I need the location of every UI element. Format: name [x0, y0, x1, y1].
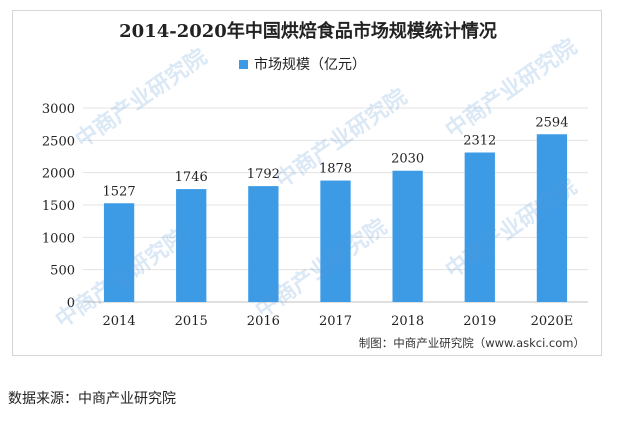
data-label: 2312 — [463, 133, 496, 148]
legend: 市场规模（亿元） — [239, 54, 366, 74]
data-source-note: 数据来源：中商产业研究院 — [8, 391, 176, 407]
y-tick-label: 1500 — [42, 199, 75, 214]
data-label: 1746 — [175, 170, 208, 185]
bar — [464, 152, 495, 302]
data-label: 1527 — [103, 184, 136, 199]
x-tick-label: 2015 — [175, 314, 208, 329]
bar — [248, 186, 279, 302]
bar — [536, 134, 568, 302]
x-tick-label: 2019 — [463, 314, 496, 329]
x-tick-label: 2017 — [319, 314, 352, 329]
legend-swatch — [239, 59, 248, 69]
bar-chart: 0 500 1000 1500 2000 2500 3000 1527 2014 1746 2015… — [42, 102, 588, 329]
chart-credit: 制图：中商产业研究院（www.askci.com） — [358, 336, 585, 350]
chart-title: 2014-2020年中国烘焙食品市场规模统计情况 — [119, 21, 497, 42]
x-tick-label: 2014 — [103, 314, 136, 329]
y-tick-label: 3000 — [42, 102, 75, 117]
legend-label: 市场规模（亿元） — [254, 57, 366, 73]
y-tick-label: 1000 — [42, 231, 75, 246]
x-tick-label: 2020E — [531, 314, 574, 329]
data-label: 2594 — [535, 115, 568, 130]
bar — [320, 180, 351, 302]
bar — [176, 189, 207, 302]
y-tick-label: 500 — [50, 264, 75, 279]
bar — [392, 170, 423, 302]
y-tick-label: 2000 — [42, 167, 75, 182]
y-tick-label: 2500 — [42, 134, 75, 149]
chart-frame: 0 500 1000 1500 2000 2500 3000 1527 2014 1746 2015… — [12, 10, 602, 356]
bar — [103, 203, 135, 302]
data-label: 1792 — [247, 167, 280, 182]
x-tick-label: 2018 — [391, 314, 424, 329]
data-label: 2030 — [391, 152, 424, 167]
x-tick-label: 2016 — [247, 314, 280, 329]
data-label: 1878 — [319, 162, 352, 177]
y-tick-label: 0 — [67, 296, 75, 311]
